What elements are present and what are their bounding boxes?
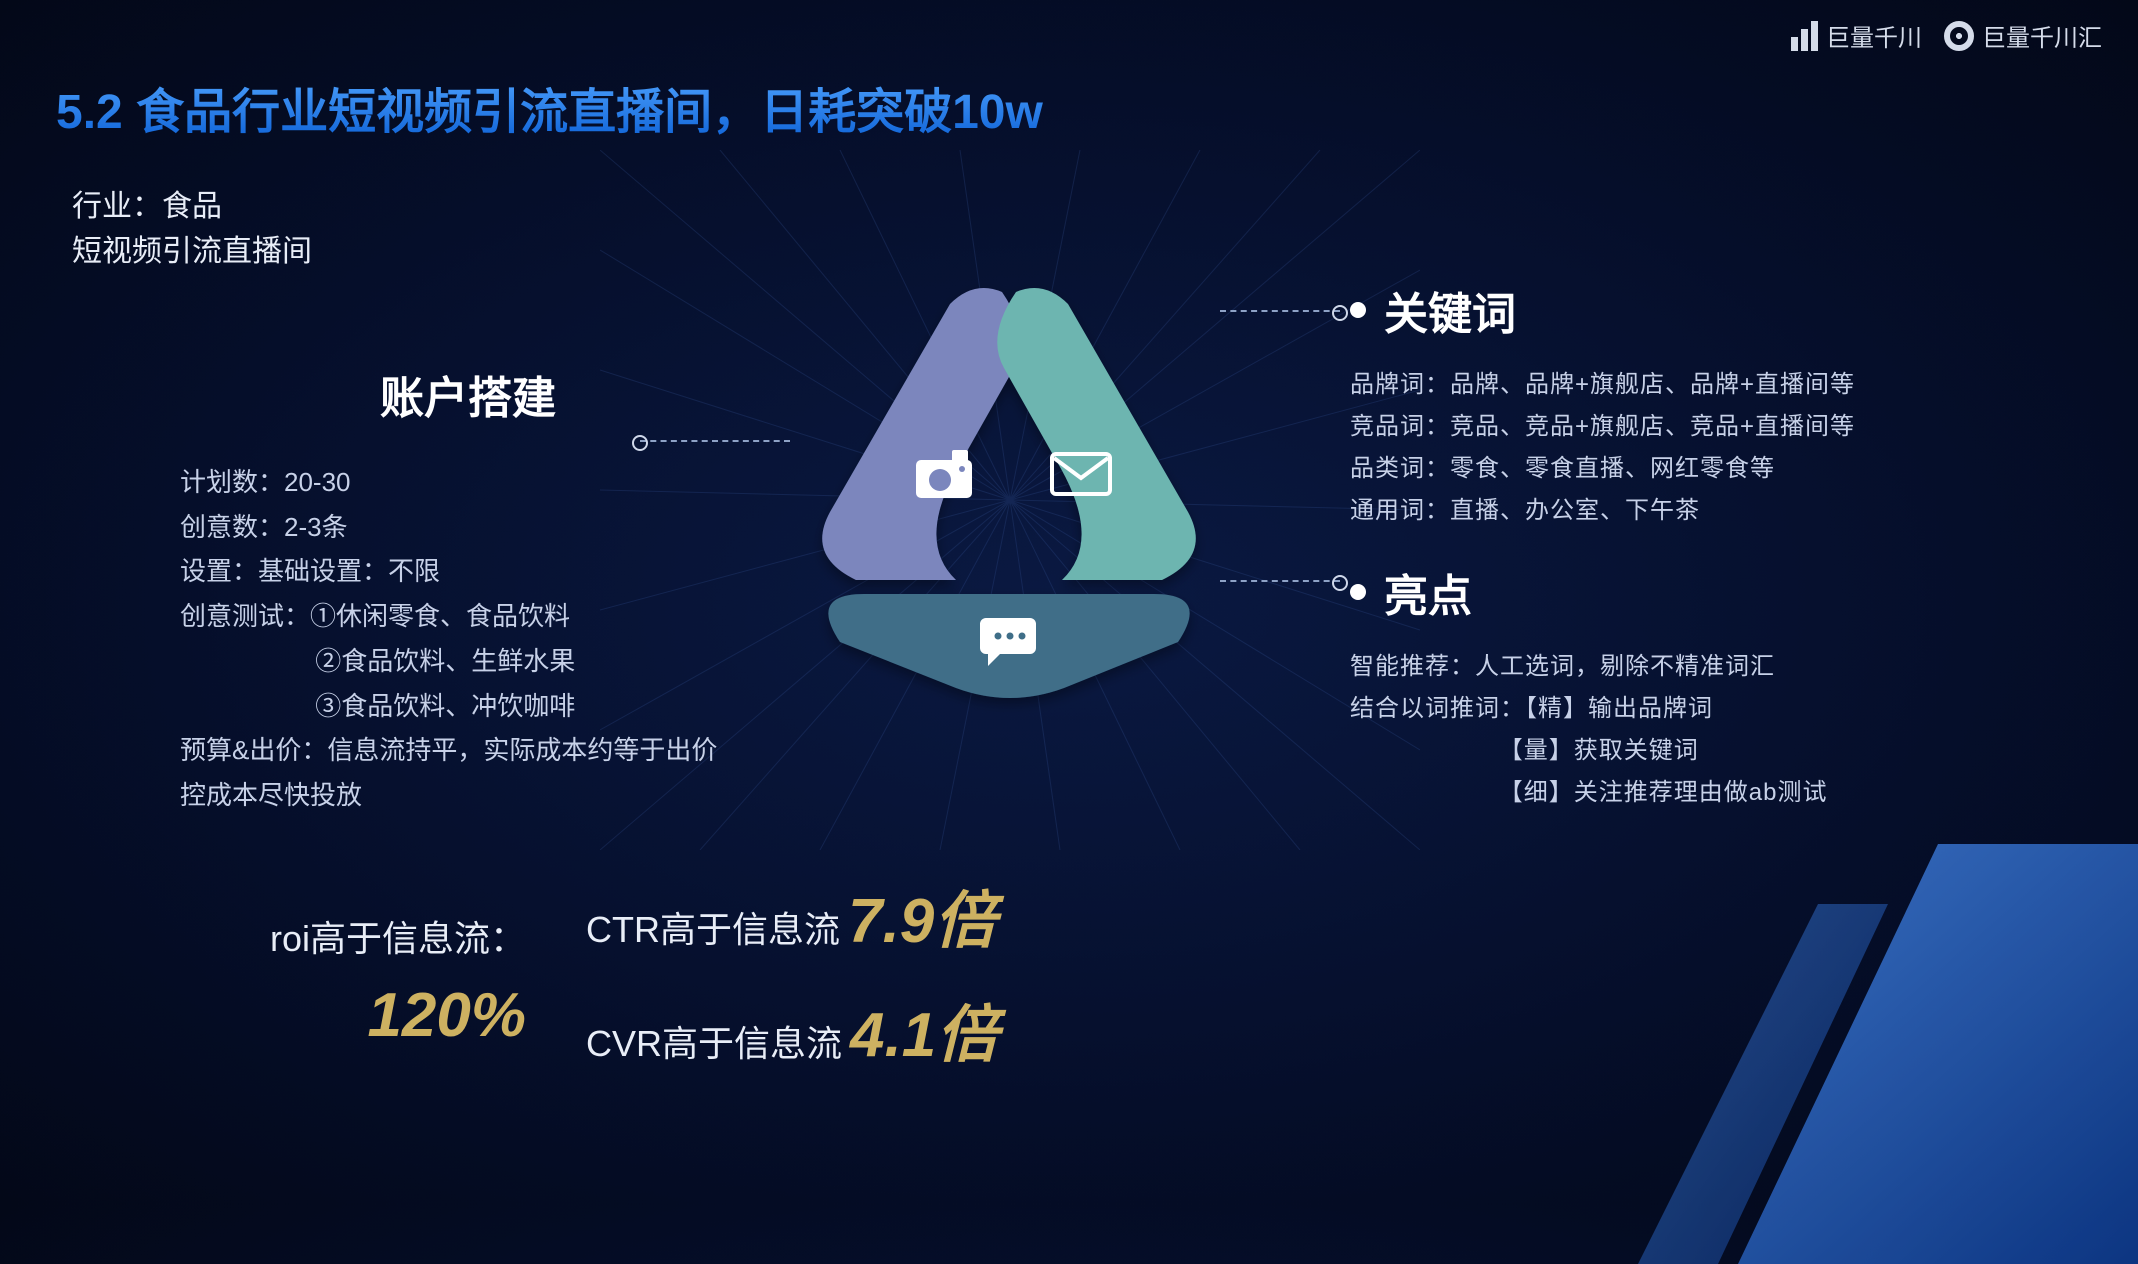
body-line: 控成本尽快投放 [180,773,740,818]
metric-roi-label: roi高于信息流： [270,910,526,962]
body-line: 【细】关注推荐理由做ab测试 [1350,772,2070,814]
body-line: ③食品饮料、冲饮咖啡 [180,684,740,729]
section-heading-left: 账户搭建 [380,362,740,426]
bars-icon [1791,21,1818,51]
body-line: 创意测试：①休闲零食、食品饮料 [180,594,740,639]
metrics-row: roi高于信息流： 120% CTR高于信息流 7.9倍 CVR高于信息流 4.… [270,870,1470,1098]
metric-ctr-label: CTR高于信息流 [586,901,840,953]
body-line: 结合以词推词：【精】输出品牌词 [1350,688,2070,730]
section-heading-keywords: 关键词 [1384,278,1516,342]
body-line: 创意数：2-3条 [180,505,740,550]
section-body-left: 计划数：20-30创意数：2-3条设置：基础设置：不限创意测试：①休闲零食、食品… [180,460,740,818]
ring-icon [1944,21,1974,51]
body-line: ②食品饮料、生鲜水果 [180,639,740,684]
bullet-icon [1350,584,1366,600]
body-line: 智能推荐：人工选词，剔除不精准词汇 [1350,646,2070,688]
body-line: 竞品词：竞品、竞品+旗舰店、竞品+直播间等 [1350,406,2070,448]
logo-text-1: 巨量千川 [1826,18,1922,53]
triangle-diagram [764,250,1244,730]
segment-top-right [997,288,1196,580]
logo-qianchuanhui: 巨量千川汇 [1944,18,2102,53]
slide-subtitle: 行业：食品 短视频引流直播间 [72,184,312,274]
bullet-icon [1350,302,1366,318]
metric-cvr: CVR高于信息流 4.1倍 [586,984,998,1074]
body-line: 计划数：20-30 [180,460,740,505]
section-heading-highlights: 亮点 [1384,560,1472,624]
slide-title: 5.2 食品行业短视频引流直播间，日耗突破10w [56,72,1043,142]
subtitle-line-1: 行业：食品 [72,184,312,229]
metric-ctr-value: 7.9倍 [848,870,996,960]
metric-cvr-value: 4.1倍 [850,984,998,1074]
section-keywords: 关键词 品牌词：品牌、品牌+旗舰店、品牌+直播间等竞品词：竞品、竞品+旗舰店、竞… [1350,278,2070,532]
metric-roi: roi高于信息流： 120% [270,870,526,1098]
section-highlights: 亮点 智能推荐：人工选词，剔除不精准词汇结合以词推词：【精】输出品牌词【量】获取… [1350,560,2070,814]
section-account-setup: 账户搭建 计划数：20-30创意数：2-3条设置：基础设置：不限创意测试：①休闲… [180,362,740,818]
body-line: 品类词：零食、零食直播、网红零食等 [1350,448,2070,490]
logo-qianchuan: 巨量千川 [1791,18,1922,53]
body-line: 通用词：直播、办公室、下午茶 [1350,490,2070,532]
body-line: 设置：基础设置：不限 [180,549,740,594]
decorative-slash [1518,844,2138,1264]
subtitle-line-2: 短视频引流直播间 [72,229,312,274]
header-logos: 巨量千川 巨量千川汇 [1791,18,2102,53]
metric-ctr: CTR高于信息流 7.9倍 [586,870,998,960]
section-body-highlights: 智能推荐：人工选词，剔除不精准词汇结合以词推词：【精】输出品牌词【量】获取关键词… [1350,646,2070,814]
body-line: 品牌词：品牌、品牌+旗舰店、品牌+直播间等 [1350,364,2070,406]
metric-cvr-label: CVR高于信息流 [586,1015,842,1067]
metric-roi-value: 120% [270,980,526,1051]
body-line: 【量】获取关键词 [1350,730,2070,772]
logo-text-2: 巨量千川汇 [1982,18,2102,53]
section-body-keywords: 品牌词：品牌、品牌+旗舰店、品牌+直播间等竞品词：竞品、竞品+旗舰店、竞品+直播… [1350,364,2070,532]
segment-top-left [822,288,1021,580]
body-line: 预算&出价：信息流持平，实际成本约等于出价 [180,728,740,773]
